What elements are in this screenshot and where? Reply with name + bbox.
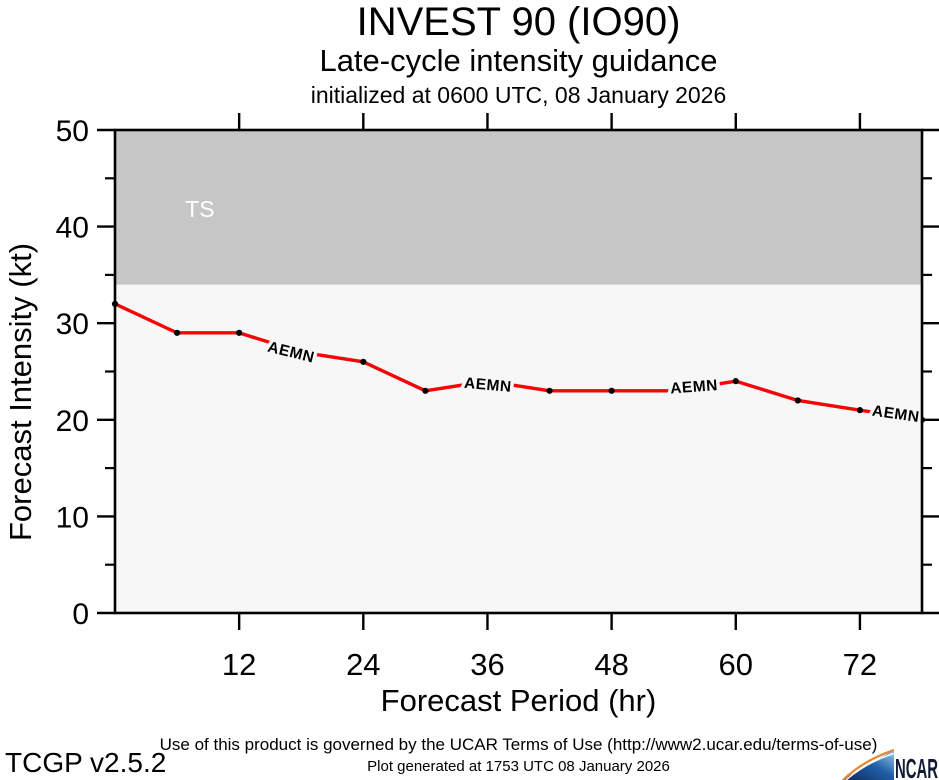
ts-band-label: TS: [185, 196, 214, 222]
x-tick-label: 12: [222, 647, 256, 682]
y-tick-label: 0: [72, 598, 89, 631]
ts-band: [115, 130, 922, 285]
line-label: AEMN: [670, 377, 719, 397]
data-point: [422, 387, 429, 394]
y-tick-label: 40: [56, 212, 89, 245]
ncar-logo: NCAR: [842, 748, 938, 780]
chart-init-time: initialized at 0600 UTC, 08 January 2026: [310, 82, 727, 108]
data-point: [298, 349, 305, 356]
ncar-logo-text: NCAR: [895, 753, 938, 780]
x-tick-label: 36: [470, 647, 504, 682]
data-point: [670, 387, 677, 394]
x-tick-label: 72: [843, 647, 877, 682]
data-point: [236, 329, 243, 336]
data-point: [608, 387, 615, 394]
x-tick-label: 48: [594, 647, 628, 682]
y-tick-label: 20: [56, 405, 89, 438]
data-point: [484, 378, 491, 385]
data-point: [360, 358, 367, 365]
plot-generated-text: Plot generated at 1753 UTC 08 January 20…: [367, 758, 670, 775]
chart-subtitle: Late-cycle intensity guidance: [319, 43, 718, 78]
y-tick-label: 10: [56, 501, 89, 534]
y-tick-label: 30: [56, 308, 89, 341]
chart-title: INVEST 90 (IO90): [356, 0, 681, 44]
data-point: [173, 329, 181, 336]
x-tick-label: 60: [719, 647, 753, 682]
data-point: [546, 387, 553, 394]
data-point: [732, 378, 739, 385]
terms-of-use-text: Use of this product is governed by the U…: [159, 735, 878, 754]
ncar-logo-triangle-icon: [842, 748, 895, 780]
y-tick-label: 50: [56, 115, 89, 148]
data-point: [856, 407, 864, 414]
tcgp-version-text: TCGP v2.5.2: [5, 747, 167, 778]
data-point: [794, 397, 801, 404]
x-tick-label: 24: [346, 647, 380, 682]
intensity-line: [114, 302, 923, 422]
x-axis-title: Forecast Period (hr): [380, 683, 657, 718]
